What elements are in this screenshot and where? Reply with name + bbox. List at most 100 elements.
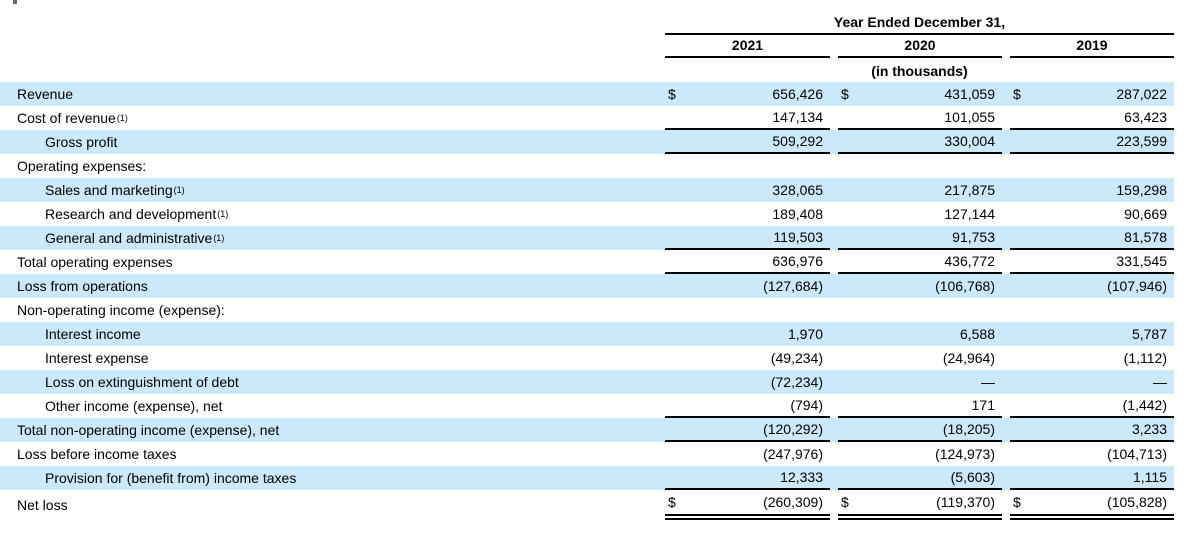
cell-value: 90,669 <box>1124 206 1167 222</box>
row-label: Loss on extinguishment of debt <box>0 370 665 394</box>
cell-value: (127,684) <box>763 278 823 294</box>
value-cell-2019: $ (105,828) <box>1010 490 1174 520</box>
year-column-header-2021: 2021 <box>665 35 830 58</box>
cell-value: 171 <box>971 397 995 413</box>
value-cell-2021: $656,426 <box>665 82 830 106</box>
column-gap <box>1002 82 1010 106</box>
column-gap <box>1002 298 1010 322</box>
value-cell-2020: 101,055 <box>838 106 1002 130</box>
row-label: Operating expenses: <box>0 154 665 178</box>
column-gap <box>1002 466 1010 490</box>
column-gap <box>830 82 838 106</box>
dollar-sign: $ <box>1013 494 1021 510</box>
cell-value: 330,004 <box>944 133 995 149</box>
value-cell-2019: — <box>1010 370 1174 394</box>
dollar-sign: $ <box>841 86 849 102</box>
table-row: Non-operating income (expense): <box>0 298 1174 322</box>
value-cell-2019: 159,298 <box>1010 178 1174 202</box>
row-label-text: Provision for (benefit from) income taxe… <box>45 470 297 486</box>
value-cell-2020: (5,603) <box>838 466 1002 490</box>
cell-value: 223,599 <box>1116 133 1167 149</box>
cell-value: 12,333 <box>780 469 823 485</box>
cell-value: 81,578 <box>1124 229 1167 245</box>
row-label-text: General and administrative <box>45 230 213 246</box>
cell-value: 656,426 <box>772 86 823 102</box>
value-cell-2021: 509,292 <box>665 130 830 154</box>
value-cell-2019: (1,112) <box>1010 346 1174 370</box>
cell-value: 436,772 <box>944 253 995 269</box>
value-cell-2020 <box>838 298 1002 322</box>
value-cell-2019: 5,787 <box>1010 322 1174 346</box>
row-label-text: Cost of revenue <box>17 110 116 126</box>
value-cell-2020: (106,768) <box>838 274 1002 298</box>
value-cell-2021: 636,976 <box>665 250 830 274</box>
value-cell-2020: $431,059 <box>838 82 1002 106</box>
header-spacer <box>0 11 665 35</box>
column-gap <box>830 442 838 466</box>
dollar-sign: $ <box>1013 86 1021 102</box>
column-gap <box>1002 130 1010 154</box>
table-row: General and administrative (1) 119,503 91,7… <box>0 226 1174 250</box>
cell-value: 331,545 <box>1116 253 1167 269</box>
cell-value: (5,603) <box>950 469 995 485</box>
column-gap <box>830 202 838 226</box>
value-cell-2021: (49,234) <box>665 346 830 370</box>
row-label: Cost of revenue (1) <box>17 110 128 126</box>
value-cell-2021: 12,333 <box>665 466 830 490</box>
table-row: Loss from operations (127,684) (106,768) (1… <box>0 274 1174 298</box>
page-artifact <box>13 0 17 4</box>
dollar-sign: $ <box>668 494 676 510</box>
cell-value: 63,423 <box>1124 109 1167 125</box>
column-gap <box>830 226 838 250</box>
column-gap <box>1002 178 1010 202</box>
table-row: Sales and marketing (1) 328,065 217,875 159,… <box>0 178 1174 202</box>
value-cell-2019: 90,669 <box>1010 202 1174 226</box>
cell-value: (119,370) <box>936 494 995 510</box>
value-cell-2019 <box>1010 298 1174 322</box>
dollar-sign: $ <box>841 494 849 510</box>
year-column-header-2019: 2019 <box>1010 35 1174 58</box>
value-cell-2020: (18,205) <box>838 418 1002 442</box>
cell-value: 328,065 <box>772 182 823 198</box>
value-cell-2020: — <box>838 370 1002 394</box>
column-gap <box>830 106 838 130</box>
cell-value: (104,713) <box>1107 446 1167 462</box>
value-cell-2021: (120,292) <box>665 418 830 442</box>
cell-value: (794) <box>790 397 823 413</box>
value-cell-2020: 171 <box>838 394 1002 418</box>
column-gap <box>830 178 838 202</box>
value-cell-2019: $287,022 <box>1010 82 1174 106</box>
column-gap <box>1002 346 1010 370</box>
table-row: Total operating expenses 636,976 436,772 33… <box>0 250 1174 274</box>
column-gap <box>830 322 838 346</box>
value-cell-2020: (124,973) <box>838 442 1002 466</box>
row-label: Loss from operations <box>0 274 665 298</box>
column-gap <box>830 35 838 58</box>
units-note: (in thousands) <box>871 63 968 79</box>
cell-value: (1,442) <box>1122 397 1167 413</box>
column-gap <box>1002 106 1010 130</box>
cell-value: (72,234) <box>770 374 823 390</box>
row-label-text: Other income (expense), net <box>45 398 223 414</box>
period-header: Year Ended December 31, <box>665 11 1174 35</box>
cell-value: 1,970 <box>787 326 823 342</box>
cell-value: (105,828) <box>1107 494 1167 510</box>
column-gap <box>830 250 838 274</box>
column-gap <box>1002 35 1010 58</box>
column-gap <box>830 298 838 322</box>
column-gap <box>1002 370 1010 394</box>
row-label: Provision for (benefit from) income taxe… <box>0 466 665 490</box>
row-label: Research and development (1) <box>45 206 229 222</box>
column-gap <box>1002 322 1010 346</box>
cell-value: (24,964) <box>942 350 995 366</box>
row-label-text: Interest income <box>45 326 141 342</box>
value-cell-2021 <box>665 154 830 178</box>
cell-value: 1,115 <box>1133 469 1167 485</box>
cell-value: (247,976) <box>763 446 823 462</box>
row-label-text: Interest expense <box>45 350 149 366</box>
row-label-text: Sales and marketing <box>45 182 173 198</box>
cell-value: (1,112) <box>1123 350 1167 366</box>
value-cell-2019: 331,545 <box>1010 250 1174 274</box>
table-header-units-row: (in thousands) <box>0 58 1174 82</box>
cell-value: 287,022 <box>1116 86 1167 102</box>
